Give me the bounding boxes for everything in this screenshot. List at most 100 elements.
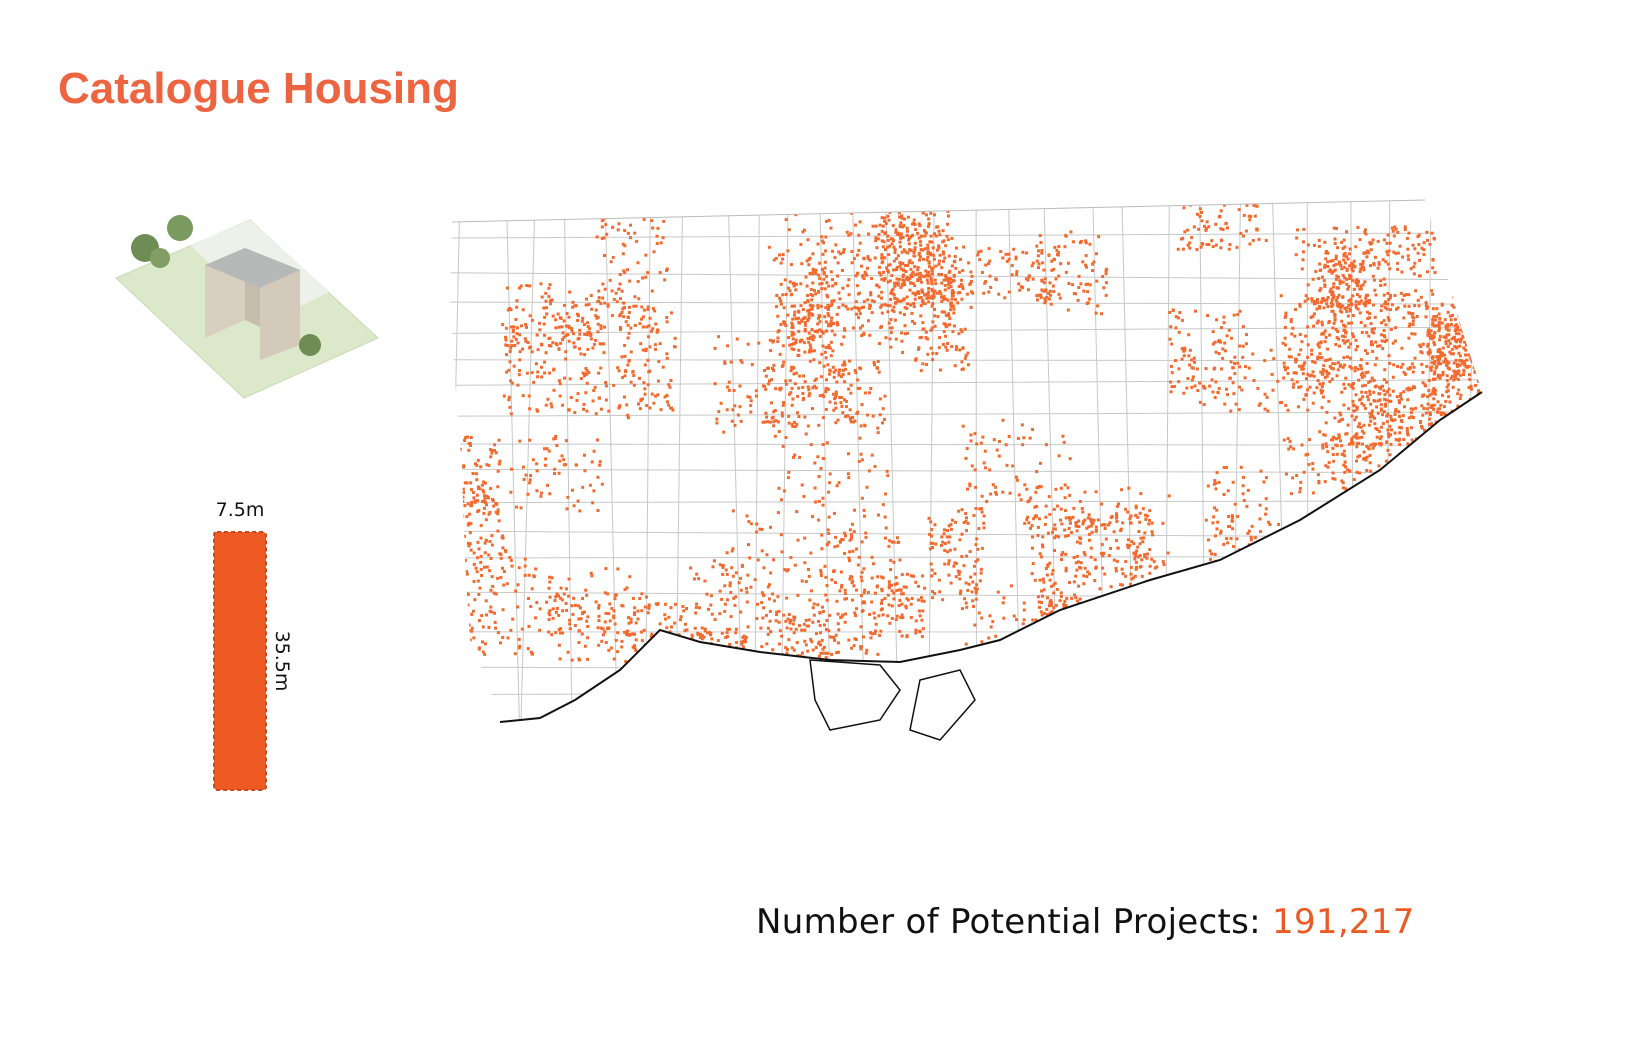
lot — [1383, 335, 1387, 339]
lot — [719, 654, 723, 658]
lot — [961, 269, 965, 273]
lot — [856, 378, 860, 382]
lot — [1048, 289, 1052, 293]
lot — [467, 544, 471, 548]
lot — [1316, 379, 1320, 383]
lot — [785, 626, 789, 630]
lot — [837, 250, 841, 254]
road — [1306, 200, 1309, 722]
lot — [826, 346, 830, 350]
lot — [1147, 518, 1151, 522]
lot — [887, 583, 891, 587]
lot — [774, 619, 778, 623]
lot — [1273, 592, 1277, 596]
lot — [1266, 638, 1270, 642]
lot — [1044, 566, 1048, 570]
lot — [1012, 614, 1016, 618]
lot — [1336, 589, 1340, 593]
lot — [477, 547, 481, 551]
lot — [1051, 284, 1055, 288]
lot — [1480, 374, 1482, 378]
lot — [1337, 575, 1341, 579]
lot — [583, 353, 587, 357]
lot — [963, 327, 967, 331]
lot — [1144, 657, 1148, 661]
lot — [800, 483, 804, 487]
lot — [1063, 496, 1067, 500]
lot — [618, 282, 622, 286]
lot — [1029, 526, 1033, 530]
lot — [843, 398, 847, 402]
lot — [1364, 300, 1368, 304]
lot — [840, 396, 844, 400]
lot — [606, 592, 610, 596]
lot — [820, 235, 824, 239]
road — [851, 200, 866, 722]
lot — [535, 489, 539, 493]
lot — [746, 625, 750, 629]
lot — [1380, 339, 1384, 343]
lot — [444, 507, 447, 510]
lot — [1270, 624, 1274, 628]
lot — [931, 320, 935, 324]
lot — [844, 534, 848, 538]
lot — [1184, 617, 1188, 621]
lot — [1362, 575, 1366, 579]
lot — [1143, 555, 1147, 559]
lot — [1104, 537, 1108, 541]
lot — [1225, 570, 1229, 574]
lot — [1183, 626, 1187, 630]
lot — [1328, 380, 1332, 384]
lot — [1317, 479, 1321, 483]
lot — [490, 543, 494, 547]
lot — [1341, 273, 1345, 277]
lot — [532, 574, 536, 578]
lot — [1021, 250, 1025, 254]
lot — [643, 387, 647, 391]
lot — [636, 617, 640, 621]
lot — [1177, 330, 1181, 334]
lot — [1242, 475, 1246, 479]
lot — [657, 659, 661, 663]
lot — [1445, 470, 1449, 474]
lot — [1447, 333, 1451, 337]
lot — [866, 255, 870, 259]
lot — [1039, 610, 1043, 614]
lot — [831, 284, 835, 288]
lot — [1186, 228, 1190, 232]
lot — [694, 611, 698, 615]
lot — [877, 614, 881, 618]
lot — [856, 292, 860, 296]
lot — [1196, 640, 1200, 644]
lot — [953, 561, 957, 565]
lot — [1211, 390, 1215, 394]
lot — [1009, 584, 1013, 588]
lot — [1207, 225, 1211, 229]
lot — [1120, 598, 1124, 602]
lot — [641, 666, 645, 670]
lot — [1101, 619, 1105, 623]
lot — [849, 232, 853, 236]
lot — [937, 262, 941, 266]
lot — [582, 323, 586, 327]
lot — [567, 339, 571, 343]
lot — [467, 521, 471, 525]
lot — [1024, 251, 1028, 255]
lot — [826, 307, 830, 311]
lot — [903, 283, 907, 287]
lot — [1343, 341, 1347, 345]
lot — [620, 639, 624, 643]
lot — [1076, 615, 1080, 619]
lot — [499, 552, 503, 556]
lot — [1221, 347, 1225, 351]
lot — [838, 368, 842, 372]
lot — [1340, 550, 1344, 554]
lot — [1114, 539, 1118, 543]
lot — [1217, 622, 1221, 626]
lot — [1116, 546, 1120, 550]
lot — [1074, 615, 1078, 619]
lot — [1293, 555, 1297, 559]
lot — [535, 601, 539, 605]
lot — [678, 656, 682, 660]
lot — [1306, 581, 1310, 585]
